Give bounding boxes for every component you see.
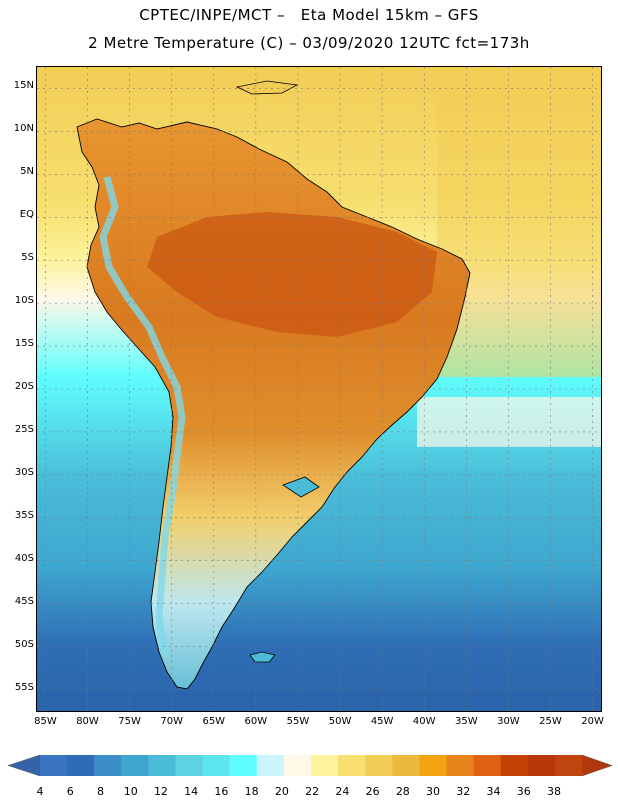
colorbar-swatch xyxy=(67,755,95,776)
chart-title-line-2: 2 Metre Temperature (C) – 03/09/2020 12U… xyxy=(88,34,530,52)
latitude-label: 10N xyxy=(13,123,34,135)
latitude-label: 10S xyxy=(14,295,34,307)
colorbar-swatch xyxy=(554,755,583,776)
latitude-label: EQ xyxy=(19,209,34,221)
graticule xyxy=(37,67,601,711)
colorbar-swatch xyxy=(94,755,122,776)
longitude-label: 75W xyxy=(118,716,141,727)
colorbar-label: 38 xyxy=(547,785,561,798)
colorbar-label: 16 xyxy=(214,785,228,798)
colorbar-label: 10 xyxy=(124,785,138,798)
latitude-label: 25S xyxy=(14,423,34,435)
colorbar-label: 28 xyxy=(396,785,410,798)
latitude-label: 5N xyxy=(20,166,34,178)
latitude-label: 5S xyxy=(21,252,34,264)
colorbar-swatch xyxy=(40,755,68,776)
colorbar-label: 26 xyxy=(366,785,380,798)
colorbar-label: 4 xyxy=(37,785,44,798)
longitude-label: 35W xyxy=(455,716,478,727)
colorbar-label: 32 xyxy=(456,785,470,798)
longitude-label: 60W xyxy=(244,716,268,727)
amazon-hot-core xyxy=(147,212,437,337)
temperature-map xyxy=(37,67,601,711)
lagoon xyxy=(282,476,320,498)
colorbar-swatch xyxy=(338,755,366,776)
latitude-label: 55S xyxy=(14,681,34,693)
longitude-label: 80W xyxy=(76,716,99,727)
colorbar-swatch xyxy=(121,755,149,776)
chart-title-line-1: CPTEC/INPE/MCT – Eta Model 15km – GFS xyxy=(139,6,479,24)
longitude-label: 25W xyxy=(539,716,562,727)
colorbar-label: 20 xyxy=(275,785,289,798)
colorbar-swatch xyxy=(365,755,393,776)
latitude-label: 45S xyxy=(14,595,34,607)
longitude-label: 70W xyxy=(160,716,183,727)
colorbar-label: 22 xyxy=(305,785,319,798)
colorbar-swatch xyxy=(527,755,556,776)
colorbar-swatch xyxy=(473,755,502,776)
caribbean-island xyxy=(235,80,299,95)
colorbar-swatch xyxy=(419,755,447,776)
colorbar-swatch xyxy=(148,755,176,776)
colorbar-swatch xyxy=(256,755,285,776)
colorbar-label: 30 xyxy=(426,785,440,798)
colorbar-label: 14 xyxy=(184,785,198,798)
longitude-label: 55W xyxy=(286,716,310,727)
latitude-label: 15S xyxy=(14,338,34,350)
colorbar-swatch xyxy=(202,755,231,776)
atlantic-neutral-band xyxy=(417,397,601,447)
latitude-label: 15N xyxy=(13,80,34,92)
latitude-label: 50S xyxy=(14,638,34,650)
colorbar-swatch xyxy=(311,755,339,776)
colorbar-swatch xyxy=(446,755,475,776)
colorbar-swatch xyxy=(283,755,312,776)
colorbar-label: 12 xyxy=(154,785,168,798)
longitude-label: 85W xyxy=(34,716,57,727)
longitude-label: 65W xyxy=(202,716,226,727)
latitude-label: 20S xyxy=(14,381,34,392)
colorbar-label: 6 xyxy=(67,785,74,798)
colorbar-label: 8 xyxy=(97,785,104,798)
colorbar-label: 24 xyxy=(335,785,349,798)
latitude-label: 35S xyxy=(14,509,34,521)
longitude-label: 40W xyxy=(412,716,436,727)
colorbar-label: 36 xyxy=(517,785,531,798)
atlantic-warm-band xyxy=(437,67,601,377)
latitude-label: 30S xyxy=(14,466,34,478)
colorbar-swatch xyxy=(500,755,529,776)
latitude-label: 40S xyxy=(14,552,34,564)
colorbar-swatch xyxy=(175,755,204,776)
colorbar-label: 18 xyxy=(245,785,259,798)
colorbar: 4 6 8 10 12 14 16 18 20 22 24 26 28 30 32 34 36 38 xyxy=(7,754,613,798)
andes-cold-spine xyxy=(99,176,186,658)
colorbar-swatch xyxy=(229,755,258,776)
falkland-islands xyxy=(249,651,276,663)
longitude-label: 30W xyxy=(497,716,520,727)
colorbar-low-arrow xyxy=(7,754,41,777)
colorbar-label: 34 xyxy=(487,785,501,798)
colorbar-high-arrow xyxy=(581,754,613,777)
colorbar-swatch xyxy=(392,755,420,776)
longitude-label: 50W xyxy=(328,716,352,727)
map-frame[interactable] xyxy=(36,66,602,712)
longitude-label: 45W xyxy=(370,716,394,727)
longitude-label: 20W xyxy=(581,716,604,727)
